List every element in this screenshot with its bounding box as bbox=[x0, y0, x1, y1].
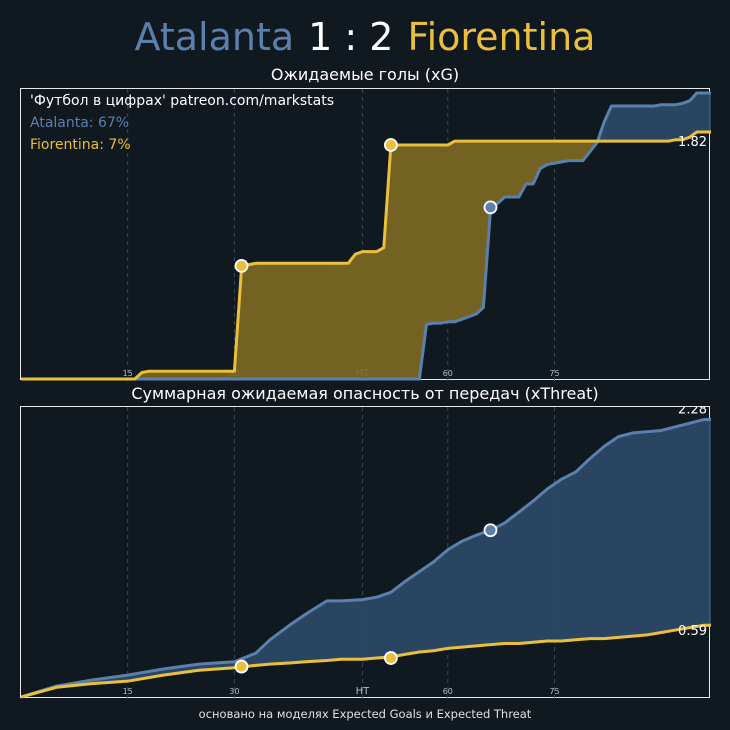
x-tick-label: 30 bbox=[229, 687, 239, 696]
goal-marker bbox=[234, 258, 249, 273]
x-tick-label: 15 bbox=[123, 369, 133, 378]
lead-area-home bbox=[598, 93, 711, 142]
series-line-home bbox=[21, 91, 711, 381]
goal-marker bbox=[234, 659, 249, 674]
goal-marker bbox=[383, 651, 398, 665]
x-tick-label: 75 bbox=[549, 687, 559, 696]
final-value-label-home: 2.09 bbox=[678, 89, 707, 91]
x-tick-label: HT bbox=[356, 686, 371, 697]
source-credit: 'Футбол в цифрах' patreon.com/markstats bbox=[30, 93, 335, 109]
home-win-probability: Atalanta: 67% bbox=[30, 115, 130, 131]
x-tick-label: 15 bbox=[123, 687, 133, 696]
lead-area-away bbox=[136, 141, 598, 379]
goal-marker bbox=[383, 138, 398, 152]
lead-area-home bbox=[21, 419, 711, 697]
x-tick-label: 60 bbox=[443, 687, 453, 696]
away-team-name: Fiorentina bbox=[407, 15, 596, 59]
final-value-label-home: 2.28 bbox=[678, 407, 707, 418]
home-team-name: Atalanta bbox=[134, 15, 295, 59]
xthreat-chart-panel: 15 30 HT 60 75 2.28 0.59 bbox=[20, 406, 711, 699]
series-line-away bbox=[21, 130, 711, 381]
x-tick-label: 75 bbox=[549, 369, 559, 378]
final-value-label-away: 0.59 bbox=[678, 624, 707, 639]
goal-marker bbox=[483, 523, 498, 538]
away-win-probability: Fiorentina: 7% bbox=[30, 137, 131, 153]
xthreat-chart-title: Суммарная ожидаемая опасность от передач… bbox=[131, 384, 599, 403]
footer-note: основано на моделях Expected Goals и Exp… bbox=[198, 707, 532, 721]
x-tick-label: 60 bbox=[443, 369, 453, 378]
goal-marker bbox=[483, 200, 498, 215]
xthreat-chart: 15 30 HT 60 75 2.28 0.59 bbox=[21, 407, 711, 699]
match-score: 1 : 2 bbox=[308, 15, 394, 59]
series-line-home bbox=[21, 418, 711, 699]
final-value-label-away: 1.82 bbox=[678, 135, 707, 150]
xg-chart-title: Ожидаемые голы (xG) bbox=[270, 65, 460, 84]
match-header: Atalanta 1 : 2 Fiorentina bbox=[0, 12, 730, 62]
